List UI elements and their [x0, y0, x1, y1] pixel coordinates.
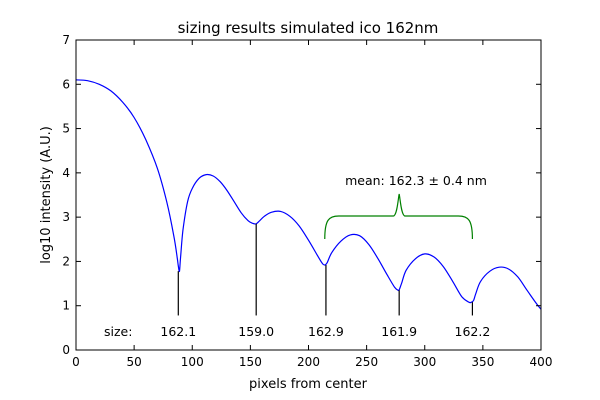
series-line-0	[75, 79, 542, 310]
y-tick-label: 5	[62, 122, 70, 136]
chart-title: sizing results simulated ico 162nm	[178, 19, 439, 37]
y-tick-label: 2	[62, 254, 70, 268]
y-tick-label: 7	[62, 33, 70, 47]
x-tick-label: 300	[413, 355, 436, 369]
x-tick-label: 350	[471, 355, 494, 369]
size-label: 162.2	[455, 324, 491, 339]
x-tick-label: 50	[126, 355, 141, 369]
size-label: 161.9	[381, 324, 417, 339]
y-tick-label: 0	[62, 343, 70, 357]
plot-area: 162.1 159.0 162.9 161.9 162.2 size: mean: 162.…	[75, 79, 542, 339]
x-axis-label: pixels from center	[249, 377, 368, 392]
size-prefix-label: size:	[104, 324, 132, 339]
x-tick-label: 0	[72, 355, 80, 369]
x-tick-label: 150	[239, 355, 262, 369]
y-axis-label: log10 intensity (A.U.)	[39, 126, 54, 264]
x-tick-label: 200	[297, 355, 320, 369]
y-tick-label: 4	[62, 166, 70, 180]
size-label: 162.1	[160, 324, 196, 339]
mean-annotation: mean: 162.3 ± 0.4 nm	[345, 173, 487, 188]
size-label: 162.9	[308, 324, 344, 339]
x-tick-label: 400	[530, 355, 553, 369]
y-tick-label: 6	[62, 77, 70, 91]
size-label: 159.0	[238, 324, 274, 339]
mean-brace	[324, 193, 474, 240]
y-tick-label: 3	[62, 210, 70, 224]
x-tick-label: 250	[355, 355, 378, 369]
plot-frame	[75, 39, 542, 351]
x-tick-label: 100	[181, 355, 204, 369]
axis-ticks: 0 50 100 150 200 250 300 350 400 0 1 2 3 4 5 6 7	[62, 33, 552, 369]
y-tick-label: 1	[62, 299, 70, 313]
